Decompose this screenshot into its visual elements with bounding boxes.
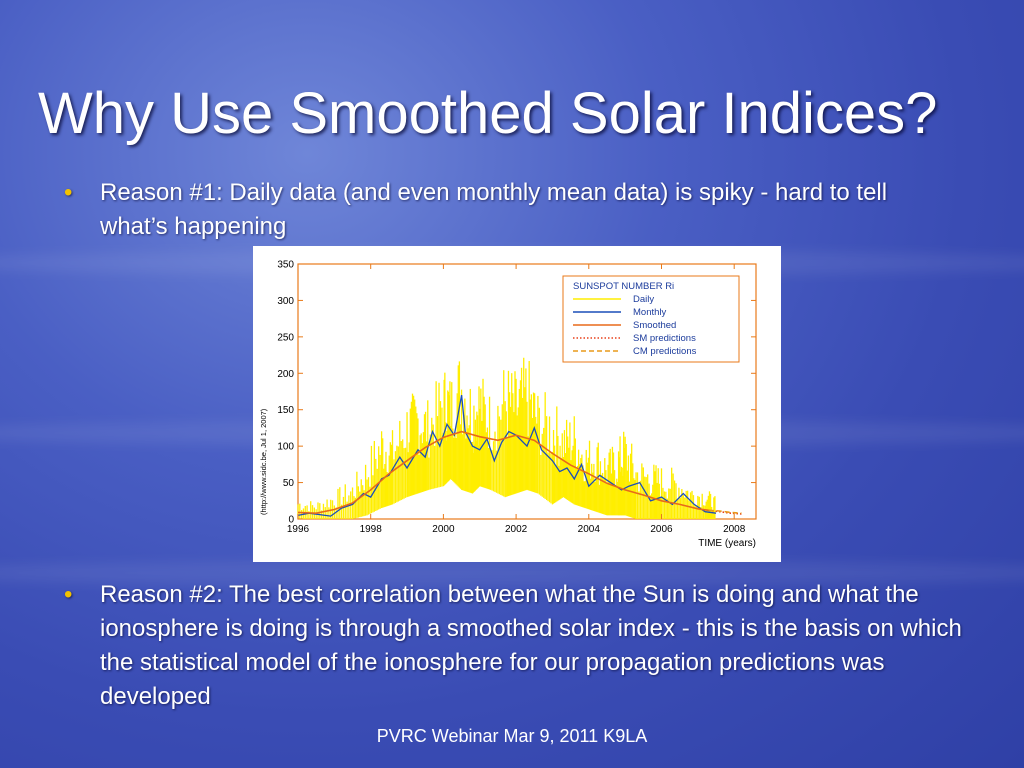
- y-tick-label: 50: [283, 478, 295, 489]
- x-axis-label: TIME (years): [698, 538, 756, 549]
- legend-title: SUNSPOT NUMBER Ri: [573, 281, 674, 292]
- y-tick-label: 200: [277, 369, 294, 380]
- x-tick-label: 2002: [505, 524, 528, 535]
- bullet-reason-2: • Reason #2: The best correlation betwee…: [64, 578, 974, 714]
- bullet-text: Reason #2: The best correlation between …: [100, 581, 962, 710]
- source-note: (http://www.sidc.be, Jul 1, 2007): [259, 408, 268, 515]
- y-tick-label: 0: [288, 515, 294, 526]
- bullet-dot-icon: •: [64, 179, 73, 206]
- x-tick-label: 2006: [650, 524, 673, 535]
- sunspot-chart: 0 50 100 150 200 250 300 350 1996 1998 2000 2002 200…: [253, 246, 781, 562]
- legend-label: Smoothed: [633, 320, 676, 331]
- x-tick-label: 1998: [360, 524, 383, 535]
- footer-text: PVRC Webinar Mar 9, 2011 K9LA: [376, 726, 648, 746]
- legend-label: Monthly: [633, 307, 667, 318]
- bullet-text: Reason #1: Daily data (and even monthly …: [100, 179, 888, 240]
- chart-svg: 0 50 100 150 200 250 300 350 1996 1998 2000 2002 200…: [259, 260, 757, 549]
- legend-box: [562, 275, 740, 363]
- x-tick-label: 1996: [287, 524, 310, 535]
- legend-label: CM predictions: [633, 346, 697, 357]
- bullet-dot-icon: •: [64, 581, 73, 608]
- y-tick-label: 250: [277, 332, 294, 343]
- series-line-smoothed: [297, 430, 709, 515]
- y-tick-label: 350: [277, 260, 294, 271]
- legend-label: SM predictions: [633, 333, 696, 344]
- x-tick-label: 2008: [723, 524, 746, 535]
- y-tick-label: 300: [277, 296, 294, 307]
- legend-label: Daily: [633, 294, 654, 305]
- y-tick-label: 100: [277, 442, 294, 453]
- x-tick-label: 2004: [578, 524, 601, 535]
- slide-title: Why Use Smoothed Solar Indices?: [38, 81, 938, 146]
- bullet-reason-1: • Reason #1: Daily data (and even monthl…: [64, 176, 944, 244]
- x-tick-label: 2000: [432, 524, 455, 535]
- series-line-cm-predictions: [708, 509, 742, 514]
- y-tick-label: 150: [277, 405, 294, 416]
- plot-frame: [297, 263, 757, 520]
